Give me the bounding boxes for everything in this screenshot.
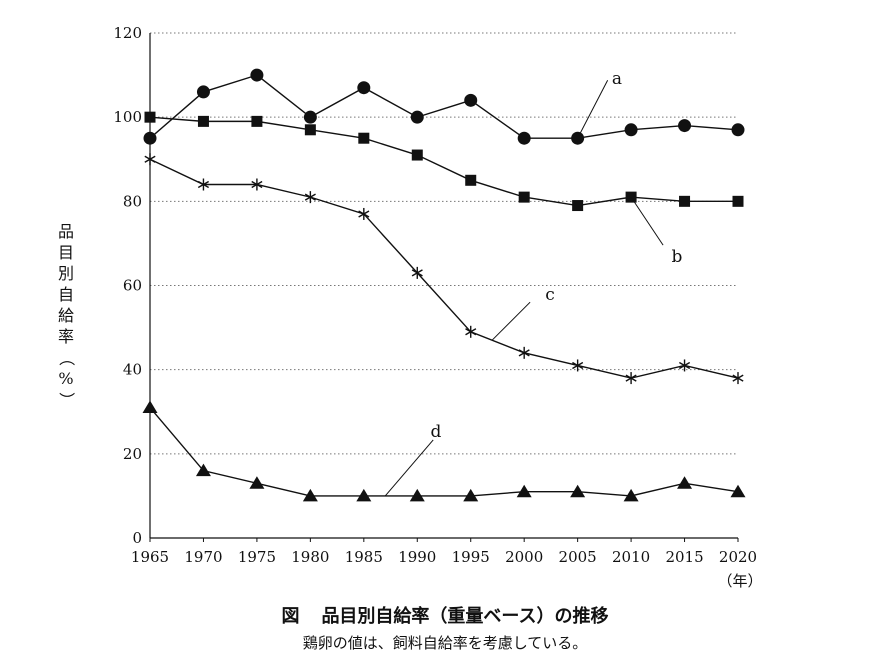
y-axis-label-char: %	[58, 369, 73, 388]
data-point-b-1995	[465, 174, 477, 186]
data-point-b-1985	[358, 132, 370, 144]
x-tick-label-2000: 2000	[505, 548, 543, 566]
y-tick-label-120: 120	[113, 24, 142, 42]
x-tick-label-2005: 2005	[559, 548, 597, 566]
figure-title-text: 品目別自給率（重量ベース）の推移	[321, 606, 609, 627]
data-point-b-1970	[197, 115, 209, 127]
data-point-c-2000	[518, 346, 530, 359]
data-point-b-2015	[679, 195, 691, 207]
data-point-b-1980	[304, 124, 316, 136]
y-tick-label-0: 0	[132, 529, 142, 547]
x-tick-label-1970: 1970	[184, 548, 222, 566]
data-point-c-2010	[625, 372, 637, 385]
data-point-a-1990	[410, 110, 424, 124]
data-point-b-1975	[251, 115, 263, 127]
leader-line-d	[384, 439, 434, 497]
data-point-d-1975	[249, 476, 265, 489]
x-tick-label-1990: 1990	[398, 548, 436, 566]
data-points	[142, 68, 746, 502]
series-lines	[149, 74, 739, 497]
data-point-d-2005	[570, 484, 586, 498]
data-point-a-1975	[250, 68, 264, 82]
data-point-a-2015	[678, 119, 692, 133]
x-tick-label-1980: 1980	[291, 548, 329, 566]
data-point-d-2020	[730, 484, 746, 498]
grid-lines	[150, 32, 738, 455]
y-axis-label-char: 品	[58, 222, 74, 241]
data-point-b-2000	[518, 191, 530, 203]
x-tick-label-2015: 2015	[665, 548, 703, 566]
series-label-d: d	[431, 422, 442, 442]
data-point-c-1965	[144, 153, 156, 166]
data-point-a-1970	[196, 85, 210, 99]
data-point-a-1985	[357, 81, 371, 95]
data-point-a-2010	[624, 123, 638, 137]
data-point-b-1965	[144, 111, 156, 123]
data-point-c-1995	[465, 325, 477, 338]
data-point-a-2000	[517, 131, 531, 145]
x-tick-label-1965: 1965	[131, 548, 169, 566]
x-tick-labels: 1965 1970 1975 1980 1985 1990 1995 2000 2005 2010…	[131, 548, 757, 566]
leader-line-b	[630, 196, 664, 246]
figure-title: 図品目別自給率（重量ベース）の推移	[0, 602, 890, 628]
data-point-b-1990	[411, 149, 423, 161]
y-axis-label: 品目別自給率 （% ）	[57, 222, 76, 408]
data-point-b-2005	[572, 200, 584, 212]
y-tick-label-40: 40	[123, 361, 142, 379]
data-point-a-1965	[143, 131, 157, 145]
y-axis-label-char: 率	[58, 327, 74, 346]
data-point-d-1990	[409, 488, 425, 502]
data-point-b-2020	[732, 195, 744, 207]
x-tick-label-2020: 2020	[719, 548, 757, 566]
series-line-c	[149, 158, 739, 379]
data-point-c-2020	[732, 372, 744, 385]
data-point-c-1990	[411, 266, 423, 279]
data-point-a-1995	[464, 93, 478, 107]
data-point-a-2020	[731, 123, 745, 137]
y-axis-label-char: （	[57, 350, 76, 366]
data-point-d-1995	[463, 488, 479, 502]
data-point-d-1965	[142, 400, 158, 414]
series-line-d	[149, 407, 739, 497]
data-point-c-1985	[358, 207, 370, 220]
data-point-c-1980	[304, 191, 316, 204]
leader-line-a	[577, 79, 609, 139]
data-point-d-2010	[623, 488, 639, 502]
figure-label: 図	[281, 606, 300, 627]
y-axis-label-char: 給	[58, 306, 74, 325]
data-point-d-2015	[677, 476, 693, 489]
y-tick-label-60: 60	[123, 277, 142, 295]
leader-line-c	[491, 301, 531, 341]
data-point-a-1980	[303, 110, 317, 124]
series-label-a: a	[612, 69, 622, 89]
x-tick-label-1985: 1985	[345, 548, 383, 566]
y-axis-label-char: 別	[58, 264, 74, 283]
series-line-b	[149, 116, 738, 207]
data-point-c-1970	[197, 178, 210, 191]
series-label-c: c	[545, 285, 555, 305]
series-label-b: b	[672, 247, 683, 267]
x-tick-label-1995: 1995	[452, 548, 490, 566]
y-axis-label-char: ）	[57, 392, 76, 408]
data-point-c-2005	[572, 359, 584, 372]
x-tick-label-2010: 2010	[612, 548, 650, 566]
y-tick-label-80: 80	[123, 192, 142, 210]
series-labels: a b c d	[384, 69, 683, 497]
x-axis-unit: （年）	[717, 572, 762, 590]
data-point-d-1980	[302, 488, 318, 502]
data-point-c-1975	[251, 178, 263, 191]
y-axis-label-char: 自	[58, 285, 74, 304]
y-tick-label-20: 20	[123, 445, 142, 463]
data-point-d-1970	[195, 463, 211, 477]
data-point-d-1985	[356, 488, 372, 502]
series-line-a	[149, 74, 739, 139]
figure-note: 鶏卵の値は、飼料自給率を考慮している。	[302, 634, 588, 652]
data-point-d-2000	[516, 484, 532, 498]
data-point-c-2015	[678, 359, 691, 372]
y-tick-labels: 0 20 40 60 80 100 120	[113, 24, 142, 547]
y-tick-label-100: 100	[113, 108, 142, 126]
y-axis-label-char: 目	[58, 243, 74, 262]
x-tick-label-1975: 1975	[238, 548, 276, 566]
